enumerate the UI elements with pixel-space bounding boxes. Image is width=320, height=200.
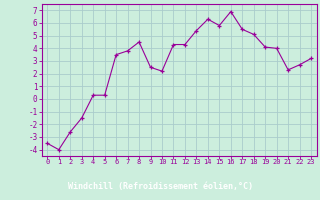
Text: Windchill (Refroidissement éolien,°C): Windchill (Refroidissement éolien,°C) xyxy=(68,182,252,192)
